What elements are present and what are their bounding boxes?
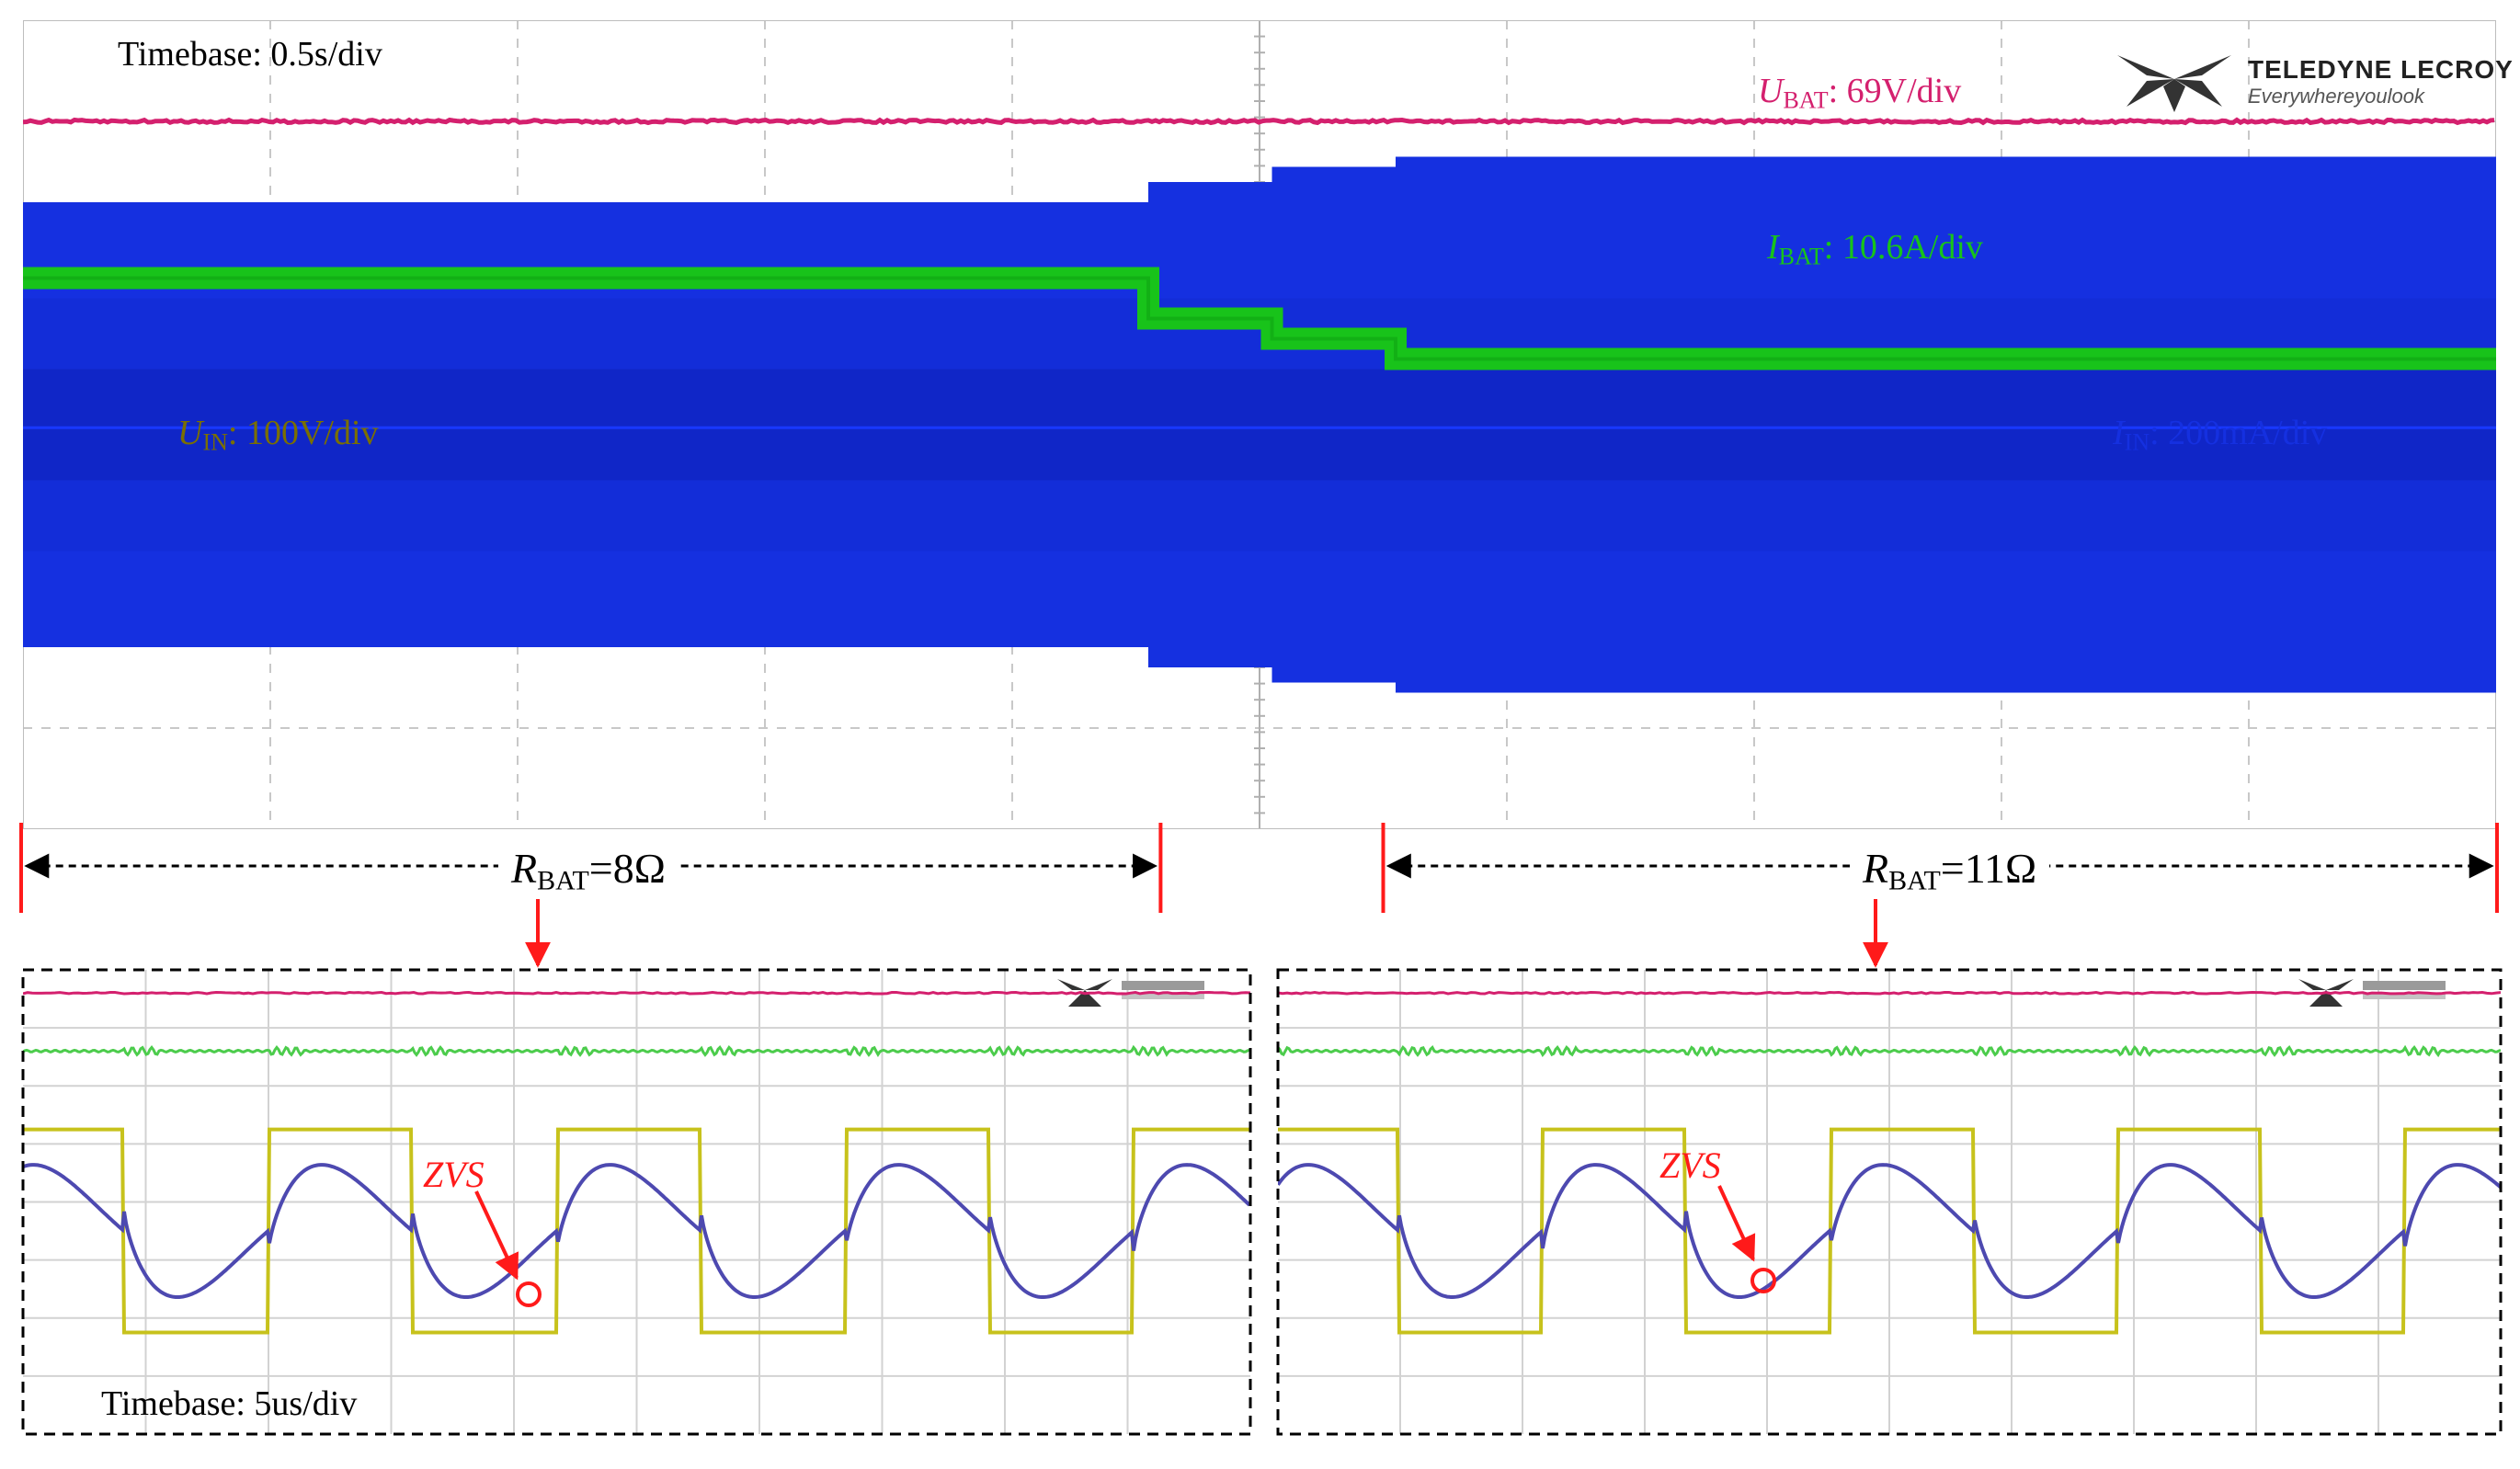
uin-scale-label: UIN: 100V/div — [177, 416, 379, 455]
annotations — [19, 823, 2503, 1436]
brand-logo: TELEDYNE LECROY Everywhereyoulook — [2110, 48, 2514, 112]
r11-subscript: BAT — [1888, 865, 1941, 896]
zoom-logo-tag-bar — [2363, 994, 2446, 999]
zvs-label-right: ZVS — [1659, 1144, 1721, 1186]
uin-scale: : 100V/div — [227, 414, 379, 452]
iin-subscript: IN — [2124, 428, 2150, 456]
zoom-ibat-trace — [23, 1044, 1250, 1058]
zvs-label-left: ZVS — [423, 1154, 485, 1195]
iin-scale-label: IIN: 200mA/div — [2113, 416, 2327, 455]
ibat-subscript: BAT — [1778, 243, 1824, 270]
ibat-scale: : 10.6A/div — [1823, 228, 1983, 267]
ibat-scale-label: IBAT: 10.6A/div — [1767, 230, 1983, 269]
zoom-logo-tag-bar — [1122, 994, 1204, 999]
zvs-arrow-left — [474, 1190, 519, 1281]
uin-symbol: U — [177, 414, 203, 452]
ibat-symbol: I — [1767, 228, 1779, 267]
zoom-ubat-trace — [1278, 990, 2501, 996]
zoom-scope-8ohm — [23, 970, 1250, 1434]
zoom-logo-part — [2326, 979, 2354, 990]
brand-tagline: Everywhereyoulook — [2248, 85, 2424, 108]
ubat-subscript: BAT — [1783, 86, 1829, 114]
zvs-marker-left — [516, 1281, 542, 1307]
zoom-logo-part — [2309, 990, 2343, 1007]
main-timebase-label: Timebase: 0.5s/div — [118, 35, 382, 74]
interval-label-11ohm: RBAT=11Ω — [1850, 845, 2050, 896]
r8-symbol: R — [511, 845, 538, 892]
zoom-uin-trace — [23, 1127, 1249, 1335]
iin-symbol: I — [2113, 414, 2125, 452]
r11-symbol: R — [1863, 845, 1889, 892]
zoom-logo-part — [1057, 979, 1085, 990]
r11-value: =11Ω — [1940, 845, 2037, 892]
ubat-scale: : 69V/div — [1828, 72, 1962, 110]
brand-name: TELEDYNE LECROY — [2248, 55, 2514, 84]
zoom-ubat-trace — [23, 990, 1250, 996]
r8-value: =8Ω — [588, 845, 666, 892]
teledyne-logo-icon — [2117, 55, 2231, 112]
zoom-logo-part — [1085, 979, 1112, 990]
zoom-iin-trace — [1278, 1163, 2501, 1299]
zoom-logo-part — [1068, 990, 1101, 1007]
ubat-trace — [23, 117, 2495, 126]
zoom-frame-left — [21, 968, 1252, 1436]
interval-label-8ohm: RBAT=8Ω — [498, 848, 678, 895]
uin-subscript: IN — [202, 428, 228, 456]
ubat-scale-label: UBAT: 69V/div — [1758, 74, 1961, 113]
zoom-logo-text-bar — [2363, 981, 2446, 990]
zoom-logo-text-bar — [1122, 981, 1204, 990]
zoom-uin-trace — [1278, 1127, 2501, 1335]
r8-subscript: BAT — [537, 865, 589, 896]
iin-core-mid — [23, 298, 2496, 552]
ibat-trace-core — [23, 276, 2496, 361]
zoom-logo-icon — [1057, 979, 1204, 1007]
zvs-arrow-right — [1717, 1185, 1756, 1262]
zoom-logo-icon — [2298, 979, 2446, 1007]
iin-scale: : 200mA/div — [2149, 414, 2328, 452]
iin-core-inner — [23, 369, 2496, 481]
ubat-symbol: U — [1758, 72, 1784, 110]
zoom-logo-part — [2298, 979, 2326, 990]
zoom-timebase-label: Timebase: 5us/div — [101, 1384, 358, 1423]
zoom-ibat-trace — [1278, 1044, 2501, 1058]
zoom-iin-trace — [23, 1163, 1250, 1299]
zvs-marker-right — [1750, 1268, 1776, 1293]
main-traces — [23, 117, 2496, 693]
zoom-frame-right — [1276, 968, 2503, 1436]
zoom-scope-11ohm — [1278, 970, 2501, 1434]
